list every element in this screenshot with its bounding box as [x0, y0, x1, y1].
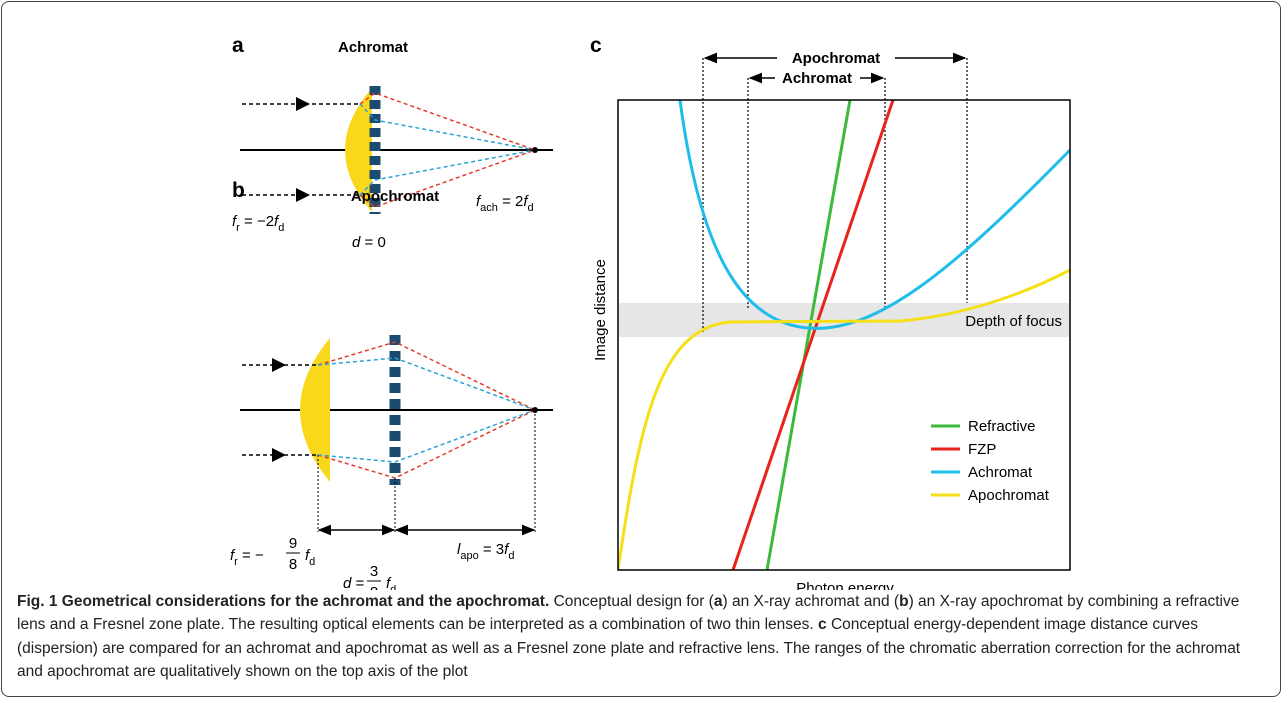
- formula: lapo = 3fd: [457, 541, 514, 562]
- panel-label: c: [590, 34, 602, 57]
- formula: fach = 2fd: [476, 193, 534, 214]
- y-axis-label: Image distance: [592, 259, 609, 361]
- x-axis-label: Photon energy: [796, 580, 894, 590]
- caption-text: Fig. 1 Geometrical considerations for th…: [17, 593, 549, 610]
- caption-text: b: [899, 593, 908, 610]
- caption-text: ) an X-ray achromat and (: [722, 593, 899, 610]
- curve: [680, 100, 1070, 328]
- panel-b: b Apochromat fr = − 9 8 fd d = 3 8 fd la…: [230, 179, 553, 590]
- fraction-numerator: 9: [289, 535, 297, 552]
- formula: fd: [386, 575, 396, 590]
- caption-text: c: [818, 616, 827, 633]
- formula: fd: [305, 547, 315, 568]
- fraction-numerator: 3: [370, 563, 378, 580]
- formula: fr = −: [230, 547, 264, 568]
- range-label: Achromat: [782, 70, 852, 87]
- panel-c: c Depth of focus Apochromat Achromat Ima…: [590, 34, 1070, 590]
- legend-label: Apochromat: [968, 487, 1050, 504]
- figure: a Achromat fr = −2fd d = 0 fach = 2fd b …: [0, 0, 1284, 590]
- formula: fr = −2fd: [232, 213, 284, 234]
- band-label: Depth of focus: [965, 313, 1062, 330]
- legend-label: Refractive: [968, 418, 1036, 435]
- legend-label: FZP: [968, 441, 996, 458]
- panel-title: Achromat: [338, 39, 408, 56]
- range-label: Apochromat: [792, 50, 880, 67]
- caption-text: Conceptual design for (: [549, 593, 714, 610]
- fraction-denominator: 8: [289, 556, 297, 573]
- figure-caption: Fig. 1 Geometrical considerations for th…: [17, 590, 1269, 683]
- panel-title: Apochromat: [351, 188, 439, 205]
- legend-label: Achromat: [968, 464, 1033, 481]
- refractive-lens: [300, 338, 330, 482]
- panel-label: a: [232, 34, 244, 57]
- formula: d =: [343, 575, 365, 590]
- formula: d = 0: [352, 234, 386, 251]
- panel-a: a Achromat fr = −2fd d = 0 fach = 2fd: [232, 34, 553, 251]
- panel-label: b: [232, 179, 245, 202]
